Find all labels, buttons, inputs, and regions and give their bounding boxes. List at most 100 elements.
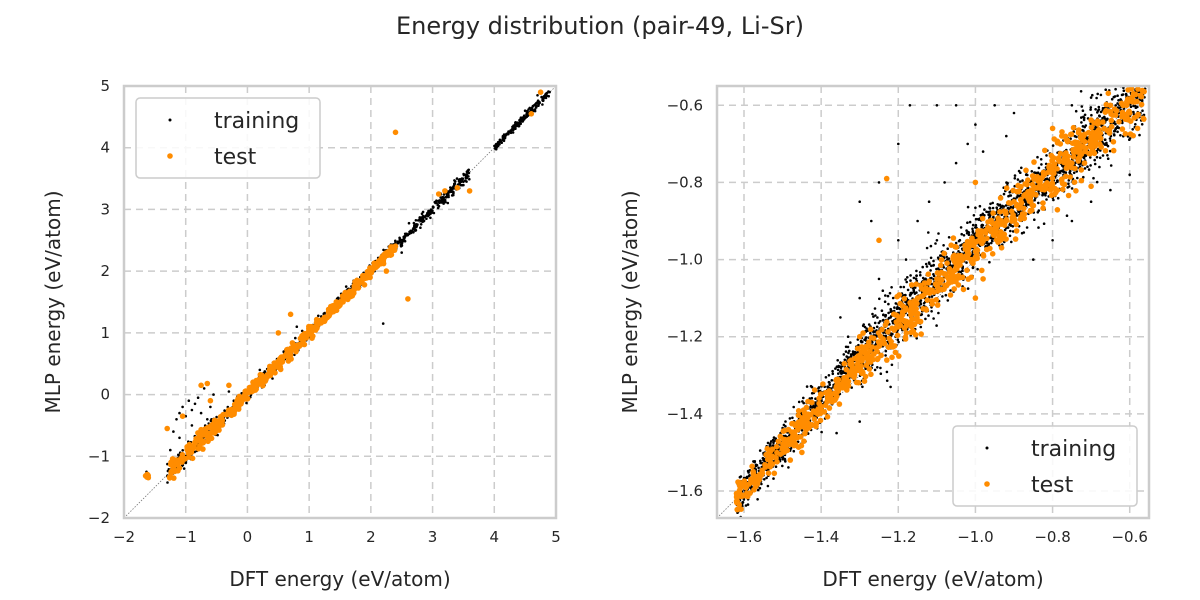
test-point — [972, 248, 979, 255]
training-point — [884, 354, 887, 357]
training-point — [810, 396, 814, 400]
training-point — [872, 315, 875, 318]
y-tick-label: −2 — [88, 509, 110, 527]
test-point — [247, 386, 254, 392]
test-point — [1017, 196, 1024, 203]
test-point — [797, 434, 804, 440]
test-point — [775, 438, 782, 445]
test-point — [925, 271, 932, 278]
training-point — [1089, 164, 1092, 167]
training-point — [1117, 99, 1120, 102]
test-point — [1135, 86, 1141, 92]
training-point — [190, 424, 194, 427]
training-point — [885, 370, 889, 374]
test-point — [1096, 126, 1102, 133]
training-point — [438, 201, 441, 204]
training-point — [927, 231, 930, 234]
test-point — [739, 492, 746, 499]
training-point — [909, 274, 912, 277]
test-point — [223, 411, 230, 418]
training-point — [966, 221, 969, 224]
test-point — [285, 358, 292, 364]
training-point — [972, 214, 976, 217]
test-point — [355, 281, 362, 288]
test-point — [773, 443, 780, 450]
test-point — [1076, 127, 1082, 133]
test-point — [1051, 191, 1058, 198]
training-point — [932, 317, 935, 320]
training-point — [773, 439, 776, 443]
training-point — [1106, 157, 1110, 160]
training-point — [178, 411, 181, 415]
training-point — [427, 213, 431, 216]
test-point — [952, 243, 958, 250]
training-point — [754, 463, 758, 467]
training-point — [741, 501, 744, 504]
legend-box — [135, 97, 321, 179]
test-point — [889, 354, 895, 361]
training-point — [929, 244, 933, 248]
test-point — [1112, 112, 1119, 118]
test-point — [787, 457, 794, 463]
training-point — [810, 392, 814, 395]
training-point — [912, 288, 916, 292]
test-point — [896, 292, 903, 298]
test-point — [1001, 208, 1007, 214]
training-point — [925, 265, 929, 268]
training-point — [344, 285, 348, 288]
test-point — [757, 471, 763, 478]
training-point — [840, 372, 843, 375]
training-point — [499, 140, 503, 143]
training-point — [1089, 108, 1092, 111]
training-point — [849, 353, 853, 356]
training-point — [447, 195, 450, 199]
test-point — [913, 299, 919, 306]
test-point — [743, 485, 749, 491]
test-point — [1067, 174, 1073, 180]
test-point — [762, 464, 769, 470]
test-point — [936, 271, 942, 277]
legend-label-test: test — [214, 145, 257, 170]
training-point — [962, 234, 966, 237]
training-point — [202, 387, 206, 390]
training-point — [1090, 113, 1093, 117]
test-point — [297, 342, 304, 349]
training-point — [827, 374, 831, 377]
test-point — [1139, 87, 1146, 94]
test-point — [1134, 98, 1140, 105]
training-point — [897, 239, 900, 242]
training-point — [846, 345, 850, 349]
training-point — [439, 196, 443, 199]
training-point — [449, 186, 452, 189]
training-point — [1021, 179, 1024, 182]
y-tick-label: −0.6 — [667, 96, 703, 114]
test-point — [1127, 118, 1134, 124]
training-point — [946, 299, 950, 302]
test-point — [867, 348, 873, 354]
training-point — [444, 195, 448, 199]
test-point — [1100, 119, 1106, 125]
test-point — [243, 388, 249, 394]
test-point — [1068, 131, 1074, 138]
training-point — [869, 331, 872, 335]
test-point — [166, 475, 173, 481]
training-point — [419, 217, 422, 221]
training-point — [858, 296, 861, 300]
test-point — [901, 325, 908, 331]
test-point — [219, 422, 226, 428]
test-point — [1141, 116, 1147, 122]
training-point — [922, 302, 926, 305]
test-point — [291, 342, 298, 349]
training-point — [990, 239, 994, 243]
training-point — [925, 246, 929, 250]
test-point — [1078, 177, 1085, 184]
training-point — [1084, 124, 1088, 127]
test-point — [1064, 138, 1071, 145]
test-point — [1051, 170, 1057, 177]
test-point — [974, 238, 980, 245]
training-point — [978, 204, 982, 208]
training-point — [1023, 198, 1026, 202]
test-point — [934, 276, 940, 282]
test-point — [308, 324, 315, 330]
training-point — [932, 273, 935, 276]
